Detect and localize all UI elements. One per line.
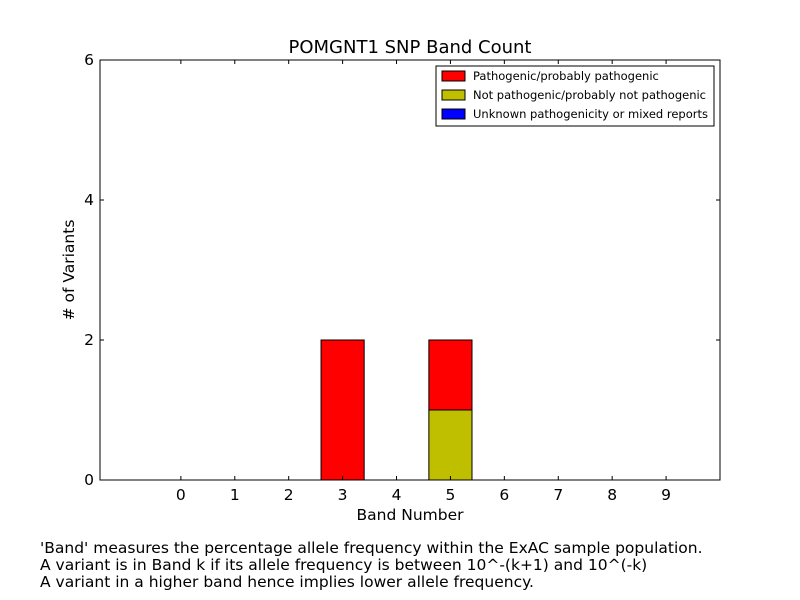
x-tick-label: 3 bbox=[338, 486, 348, 504]
x-tick-label: 4 bbox=[392, 486, 402, 504]
legend-swatch bbox=[441, 70, 466, 82]
bars-layer bbox=[320, 339, 473, 481]
y-tick-label: 0 bbox=[84, 471, 94, 489]
caption-line-1: 'Band' measures the percentage allele fr… bbox=[40, 539, 703, 557]
legend-label: Pathogenic/probably pathogenic bbox=[473, 69, 659, 83]
x-tick-label: 2 bbox=[284, 486, 294, 504]
x-tick-label: 9 bbox=[661, 486, 671, 504]
ticks-layer: 0 1 2 3 4 5 6 7 8 9 0 2 4 6 bbox=[84, 51, 720, 504]
x-tick-label: 7 bbox=[553, 486, 563, 504]
bar-band-3-series-1 bbox=[320, 339, 365, 481]
legend-label: Not pathogenic/probably not pathogenic bbox=[473, 88, 706, 102]
legend-swatch bbox=[441, 89, 466, 101]
y-tick-label: 6 bbox=[84, 51, 94, 69]
legend: Pathogenic/probably pathogenic Not pathog… bbox=[435, 65, 715, 127]
x-tick-label: 8 bbox=[607, 486, 617, 504]
caption-line-2: A variant is in Band k if its allele fre… bbox=[40, 556, 648, 574]
x-axis-label: Band Number bbox=[357, 506, 465, 524]
x-tick-label: 5 bbox=[445, 486, 455, 504]
legend-box bbox=[435, 65, 715, 127]
legend-swatch bbox=[441, 108, 466, 120]
chart-title: POMGNT1 SNP Band Count bbox=[289, 37, 532, 58]
x-tick-label: 6 bbox=[499, 486, 509, 504]
x-tick-label: 0 bbox=[176, 486, 186, 504]
legend-label: Unknown pathogenicity or mixed reports bbox=[473, 107, 708, 121]
bar-band-5-series-0 bbox=[428, 409, 473, 481]
x-tick-label: 1 bbox=[230, 486, 240, 504]
caption: 'Band' measures the percentage allele fr… bbox=[40, 540, 703, 591]
bar-band-5-series-1 bbox=[428, 339, 473, 411]
y-axis-label: # of Variants bbox=[60, 220, 78, 321]
y-tick-label: 4 bbox=[84, 191, 94, 209]
caption-line-3: A variant in a higher band hence implies… bbox=[40, 573, 534, 591]
plot-frame bbox=[99, 59, 721, 481]
y-tick-label: 2 bbox=[84, 331, 94, 349]
